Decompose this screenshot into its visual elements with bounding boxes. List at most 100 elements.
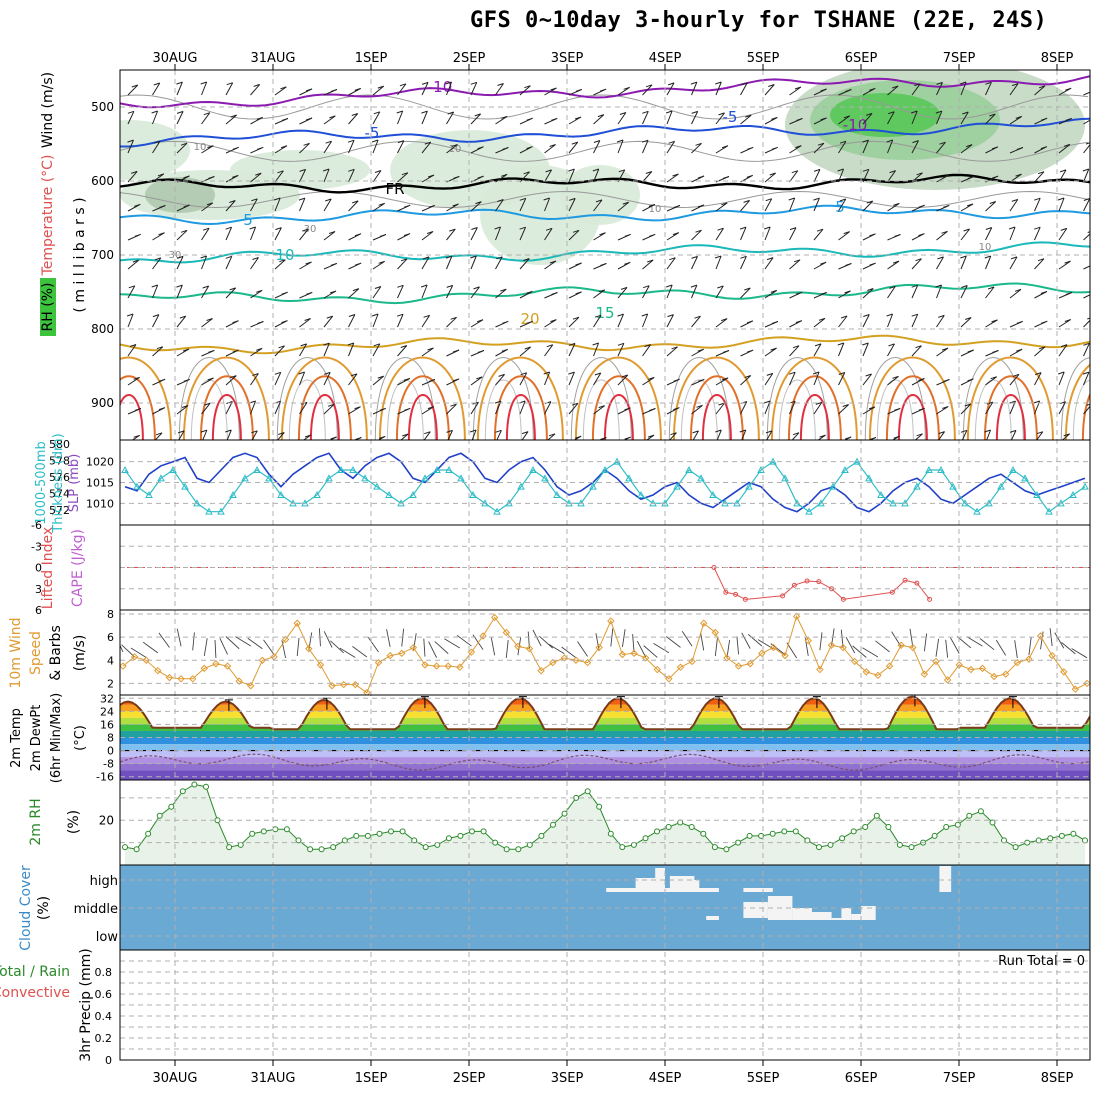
wind-barb [862,87,876,96]
thickness-tick: 572 [49,504,70,517]
wind-barb [1034,146,1048,154]
wind-barb [936,204,950,212]
wind-barb [911,83,921,96]
wind-barb [691,175,705,183]
wind-barb [985,319,998,328]
wind-barb [714,638,718,657]
wind-barb [665,636,681,648]
wind-barb [152,82,161,96]
thickness-marker [133,482,141,490]
cloud-patch [851,914,861,920]
wind-barb [789,259,801,270]
wind-speed-marker [409,643,418,652]
thickness-tick: 578 [49,455,70,468]
wind-barb [176,142,188,154]
wind-barb [593,88,607,96]
wind-barb [274,345,285,357]
wind-barb [495,348,509,357]
lifted-index-marker [840,596,846,602]
wind-barb [862,314,870,328]
ylabel-temp-units: (°C) [73,725,88,751]
wind-barb [936,379,950,386]
wind-barb [715,429,722,440]
wind-barb [1058,344,1068,357]
wind-barb [544,227,553,241]
precip-tick: 0.6 [95,988,113,1001]
wind-barb [176,348,190,357]
wind-barb [396,110,404,125]
wind-barb [862,200,874,212]
wind-barb [445,255,453,270]
wind-barb [715,227,724,241]
wind-barb [862,342,869,357]
wind-barb [470,350,485,357]
wind-barb [568,168,575,183]
rh-marker [226,844,233,851]
wind-barb [887,111,895,125]
wind-barb [372,202,385,212]
wind-speed-marker [792,612,801,621]
wind-barb [348,262,362,270]
wind-barb [299,168,307,183]
wind-barb [127,285,136,299]
wind-barb [1034,197,1041,212]
wind-barb [251,430,258,440]
rh-marker [989,819,996,826]
precip-tick: 0.8 [95,966,113,979]
wind-barb [519,85,531,96]
wind-barb [739,226,747,241]
wind-barb [911,407,926,415]
slp-tick: 1020 [86,456,114,469]
temp-band [120,737,1090,745]
thickness-marker [445,465,453,473]
rh-marker [642,835,649,842]
wind-barb [397,258,408,270]
wind-barb [495,83,504,96]
wind-barb [548,644,565,655]
wind-barb [1009,147,1024,154]
rh-marker [295,837,302,844]
wind-barb [666,407,680,415]
wind-barb [1036,431,1044,440]
thickness-marker [709,490,717,498]
rh-marker [318,846,325,853]
wind-barb [126,313,134,328]
wind-barb [764,289,778,299]
ylabel-wind-10m: 10m Wind [8,617,24,688]
wind-barb [561,646,577,659]
wind-barb [765,430,773,440]
lifted-index-marker [723,589,729,595]
wind-barb [641,139,649,154]
wind-barb [274,86,287,96]
isotherm-loop [211,394,242,440]
wind-barb [887,407,901,415]
wind-barb [1034,117,1048,125]
wind-speed-marker [120,662,127,670]
wind-speed-marker [223,662,232,670]
wind-barb [985,146,999,154]
wind-barb [1034,372,1042,386]
isotherm-loop [1095,395,1100,440]
temp-band [120,711,1090,718]
wind-barb [421,406,435,415]
wind-barb [666,205,681,212]
ylabel-rh: RH (%) [40,283,56,332]
wind-barb [914,433,923,440]
rh-contour [288,379,326,440]
thickness-marker [217,507,225,515]
wind-barb [666,140,676,154]
wind-speed-marker [281,635,290,644]
wind-speed-marker [653,665,661,674]
wind-barb [152,232,165,241]
thickness-marker [913,482,921,490]
rh-marker [966,812,973,819]
wind-barb [274,320,288,328]
panel-rh [122,781,1088,865]
wind-speed-marker [305,645,313,653]
wind-barb [911,313,919,328]
wind-barb [348,87,362,96]
wind-barb [544,87,557,96]
cloud-patch [831,918,842,920]
wind-barb [421,204,436,212]
ylabel-slp: SLP (mb) [67,454,82,513]
